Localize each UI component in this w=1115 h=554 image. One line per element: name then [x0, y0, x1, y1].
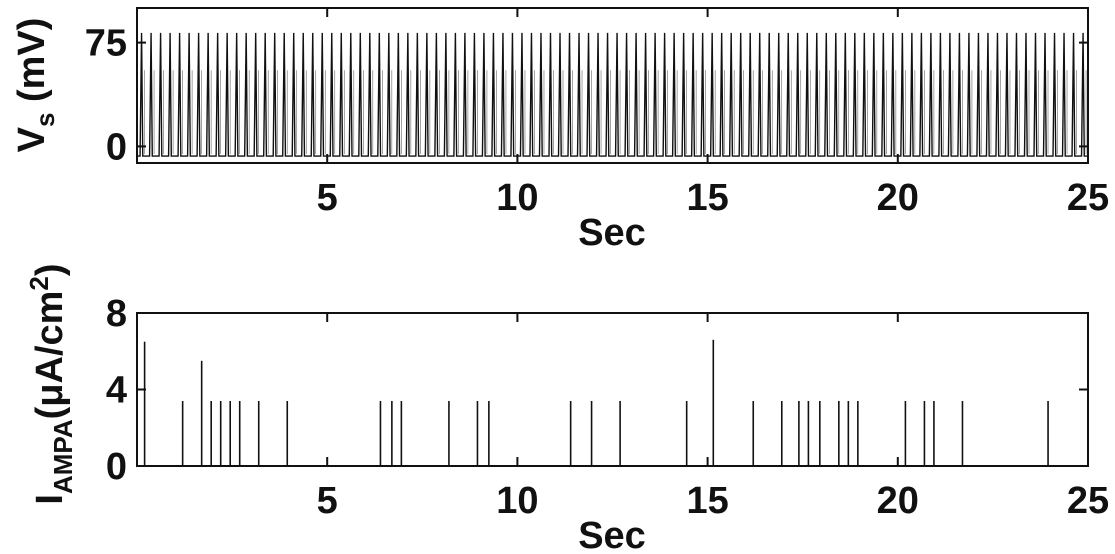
voltage-y-tick-label: 75	[85, 23, 127, 65]
voltage-x-tick-label: 5	[317, 177, 338, 219]
voltage-y-axis-label: Vs (mV)	[11, 18, 60, 153]
ampa-x-tick-label: 15	[686, 480, 728, 522]
voltage-x-tick-label: 25	[1067, 177, 1109, 219]
ampa-bars-group	[143, 339, 1049, 466]
voltage-trace-group	[137, 32, 1088, 157]
voltage-x-tick-label: 20	[877, 177, 919, 219]
voltage-plot-frame	[136, 7, 1089, 164]
ampa-x-tick-label: 5	[317, 480, 338, 522]
voltage-y-ticks: 0 75	[85, 23, 1088, 168]
ampa-x-tick-label: 25	[1067, 480, 1109, 522]
ampa-plot-frame	[136, 312, 1089, 467]
ampa-y-tick-label: 8	[106, 293, 127, 335]
voltage-trace	[137, 32, 1088, 157]
ampa-x-tick-label: 20	[877, 480, 919, 522]
ampa-current-panel: 5 10 15 20 25 0 4 8 Sec IAMPA(μA/cm2)	[24, 263, 1109, 554]
voltage-x-tick-label: 15	[686, 177, 728, 219]
ampa-y-tick-label: 0	[106, 446, 127, 488]
ampa-x-axis-label: Sec	[578, 515, 646, 554]
ampa-x-tick-label: 10	[496, 480, 538, 522]
voltage-x-ticks: 5 10 15 20 25	[317, 8, 1109, 219]
ampa-y-axis-label: IAMPA(μA/cm2)	[24, 263, 78, 504]
ampa-x-ticks: 5 10 15 20 25	[317, 313, 1109, 522]
ampa-y-ticks: 0 4 8	[106, 293, 1088, 488]
voltage-x-tick-label: 10	[496, 177, 538, 219]
voltage-x-axis-label: Sec	[578, 212, 646, 254]
voltage-y-tick-label: 0	[106, 126, 127, 168]
voltage-panel: 5 10 15 20 25 0 75 Sec Vs (mV)	[11, 7, 1109, 254]
ampa-y-tick-label: 4	[106, 370, 127, 412]
